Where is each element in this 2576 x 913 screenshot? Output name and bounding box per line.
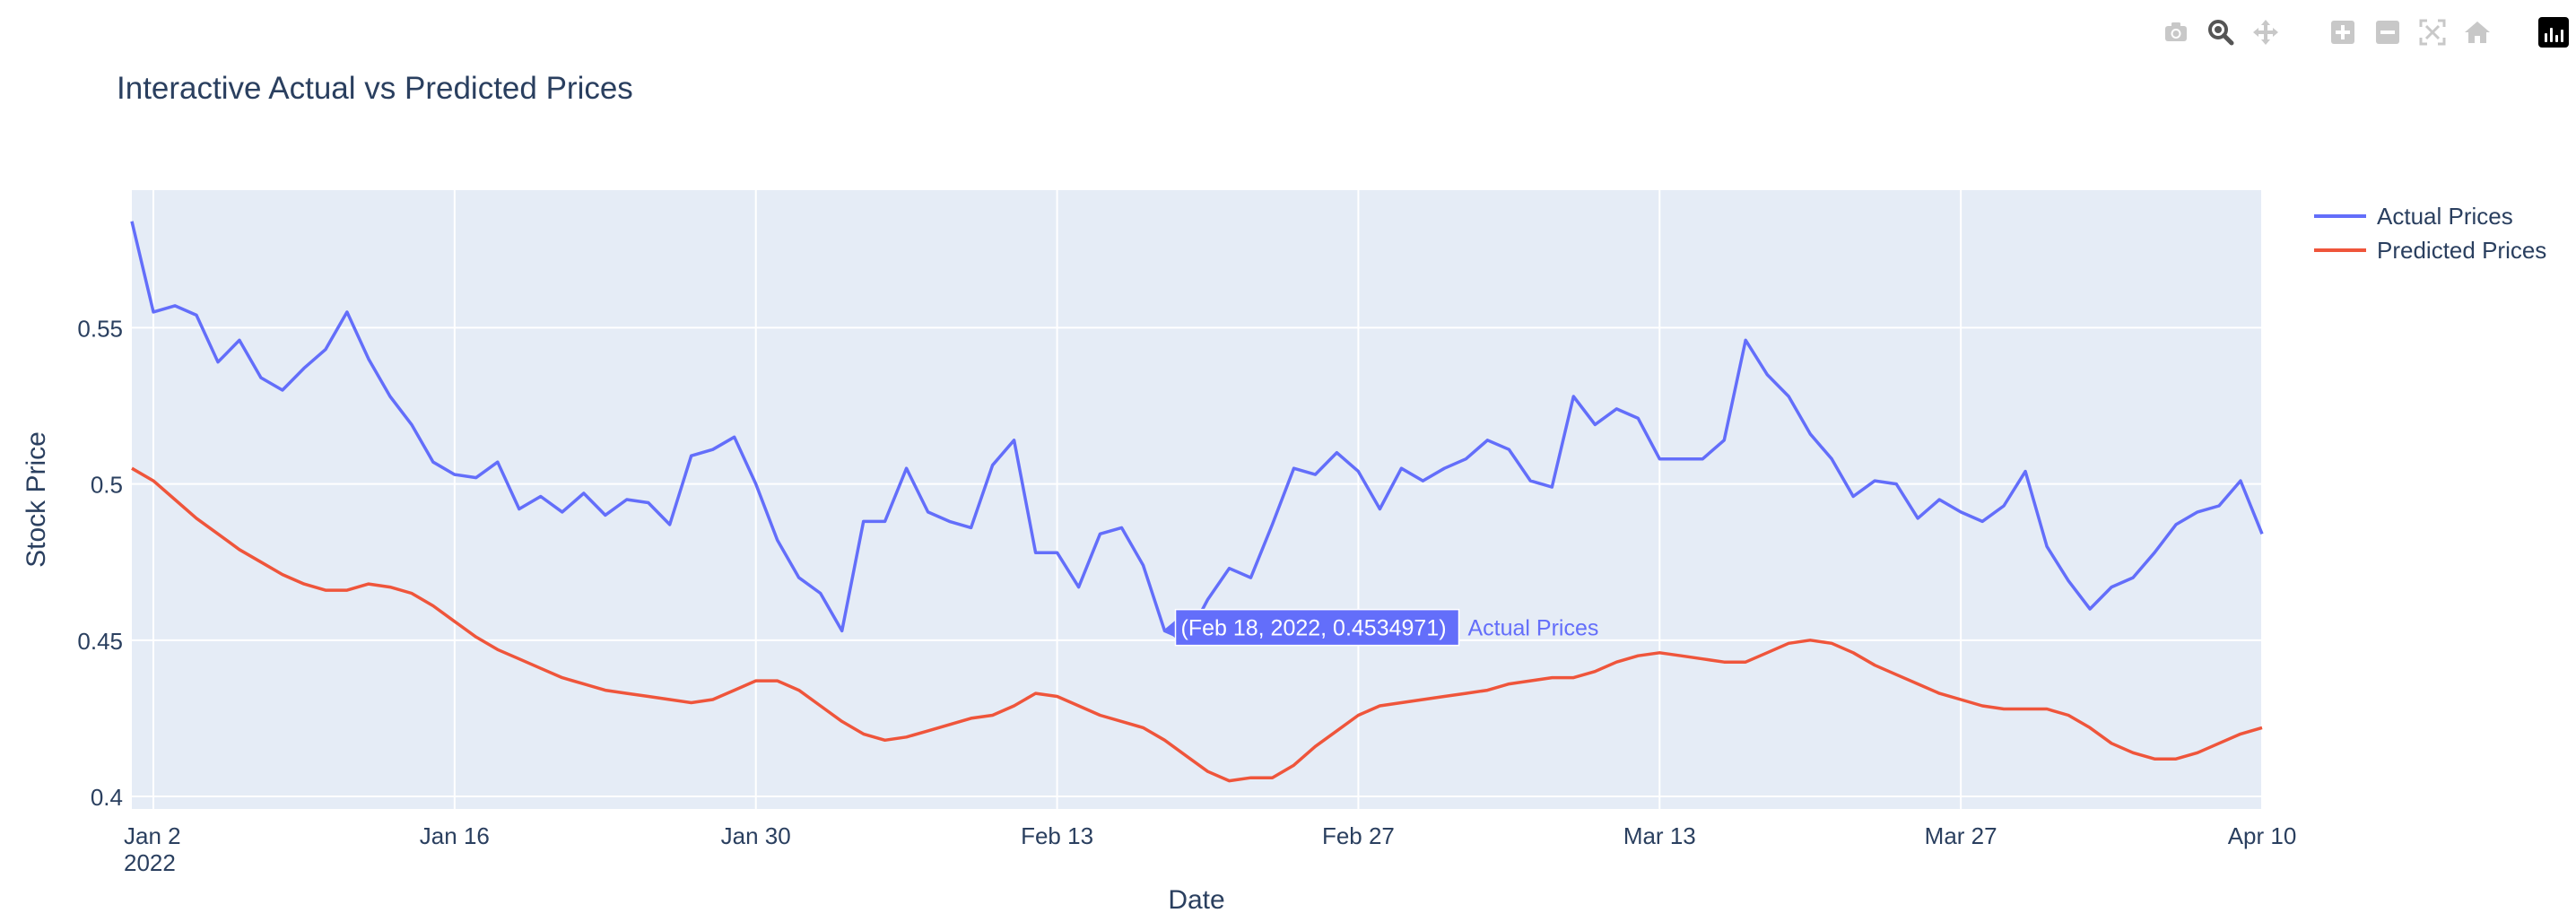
x-tick-label: Jan 30: [721, 822, 791, 849]
x-axis-label: Date: [1168, 885, 1224, 913]
legend: Actual Prices Predicted Prices: [2314, 203, 2546, 264]
chart-title: Interactive Actual vs Predicted Prices: [117, 71, 633, 106]
legend-label[interactable]: Predicted Prices: [2377, 237, 2546, 264]
hover-series-label: Actual Prices: [1468, 616, 1599, 641]
x-tick-label: Mar 13: [1623, 822, 1696, 849]
modebar: [2160, 16, 2569, 48]
x-tick-label: Apr 10: [2228, 822, 2297, 849]
zoom-icon[interactable]: [2205, 16, 2237, 48]
plot-area[interactable]: [132, 190, 2262, 809]
y-axis-label: Stock Price: [22, 431, 51, 568]
hover-box: [1174, 608, 1460, 647]
x-tick-year-label: 2022: [124, 849, 176, 876]
x-tick-label: Jan 16: [420, 822, 490, 849]
plotly-logo-icon[interactable]: [2538, 17, 2569, 48]
legend-label[interactable]: Actual Prices: [2377, 203, 2513, 230]
x-tick-label: Mar 27: [1925, 822, 1997, 849]
reset-axes-icon[interactable]: [2461, 16, 2493, 48]
x-tick-label: Feb 13: [1021, 822, 1093, 849]
pan-icon[interactable]: [2250, 16, 2282, 48]
hover-tooltip: (Feb 18, 2022, 0.4534971) Actual Prices: [1164, 608, 1599, 647]
x-tick-label: Feb 27: [1322, 822, 1395, 849]
hover-pointer: [1164, 620, 1176, 639]
y-tick-label: 0.45: [77, 628, 123, 655]
y-ticks: 0.4 0.45 0.5 0.55: [77, 315, 123, 811]
camera-icon[interactable]: [2160, 16, 2192, 48]
y-tick-label: 0.5: [91, 472, 123, 499]
x-tick-label: Jan 2: [124, 822, 181, 849]
hover-text: (Feb 18, 2022, 0.4534971): [1181, 616, 1447, 641]
y-tick-label: 0.4: [91, 784, 123, 811]
series-line-predicted[interactable]: [131, 466, 2263, 783]
y-tick-label: 0.55: [77, 315, 123, 342]
grid: [132, 190, 2263, 809]
zoom-out-icon[interactable]: [2371, 16, 2404, 48]
autoscale-icon[interactable]: [2416, 16, 2449, 48]
zoom-in-icon[interactable]: [2327, 16, 2359, 48]
